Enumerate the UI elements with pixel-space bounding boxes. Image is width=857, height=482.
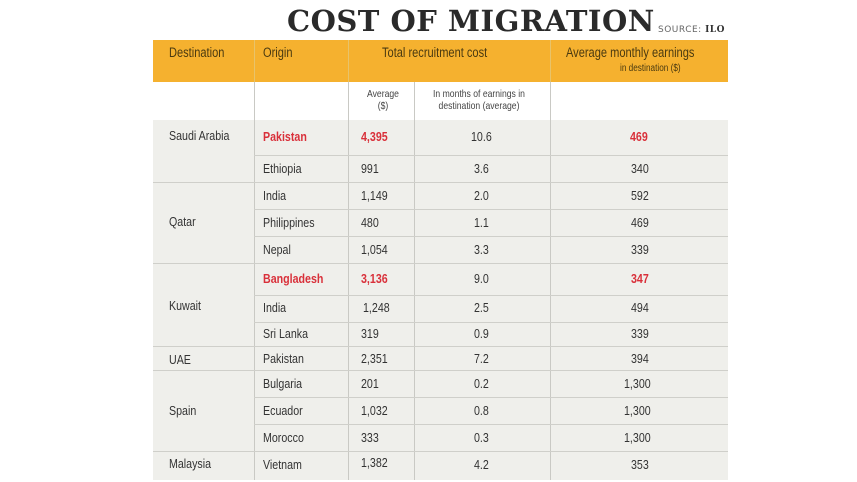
divider (254, 155, 728, 156)
destination-cell: Saudi Arabia (169, 128, 230, 143)
source-credit: SOURCE: ILO (658, 25, 725, 35)
origin-cell: Bulgaria (263, 376, 303, 391)
earnings-cell: 1,300 (624, 403, 651, 418)
average-cell: 991 (361, 161, 379, 176)
average-cell: 2,351 (361, 351, 388, 366)
months-cell: 2.5 (474, 300, 489, 315)
divider (254, 424, 728, 425)
average-cell: 1,382 (361, 455, 388, 470)
average-cell: 333 (361, 430, 379, 445)
earnings-cell: 494 (631, 300, 649, 315)
origin-cell: Morocco (263, 430, 304, 445)
destination-cell: Spain (169, 403, 197, 418)
average-cell: 319 (361, 326, 379, 341)
months-cell: 1.1 (474, 215, 489, 230)
destination-cell: Qatar (169, 214, 196, 229)
divider (254, 322, 728, 323)
origin-cell: Philippines (263, 215, 315, 230)
divider (153, 263, 728, 264)
divider (153, 346, 728, 347)
divider (153, 182, 728, 183)
earnings-cell: 1,300 (624, 430, 651, 445)
divider (254, 40, 255, 82)
source-label: SOURCE: (658, 25, 702, 35)
header-origin: Origin (263, 45, 293, 60)
divider (414, 82, 415, 480)
divider (254, 236, 728, 237)
divider (550, 82, 551, 480)
months-cell: 0.8 (474, 403, 489, 418)
origin-cell: India (263, 188, 287, 203)
months-cell: 9.0 (474, 271, 489, 286)
months-cell: 4.2 (474, 457, 489, 472)
header-total-cost: Total recruitment cost (382, 45, 488, 60)
table-header (153, 40, 728, 82)
months-cell: 10.6 (471, 129, 492, 144)
average-cell: 1,248 (363, 300, 390, 315)
origin-cell: Sri Lanka (263, 326, 309, 341)
page-title: COST OF MIGRATION (287, 4, 655, 38)
earnings-cell: 353 (631, 457, 649, 472)
average-cell: 4,395 (361, 129, 388, 144)
divider (153, 370, 728, 371)
earnings-cell: 347 (631, 271, 649, 286)
earnings-cell: 592 (631, 188, 649, 203)
earnings-cell: 469 (630, 129, 648, 144)
subheader-average: Average ($) (367, 88, 399, 112)
table-body (153, 120, 728, 480)
source-value: ILO (705, 25, 725, 35)
destination-cell: Malaysia (169, 456, 212, 471)
earnings-cell: 394 (631, 351, 649, 366)
header-earnings-sub: in destination ($) (620, 63, 681, 74)
average-cell: 3,136 (361, 271, 388, 286)
months-cell: 2.0 (474, 188, 489, 203)
origin-cell: India (263, 300, 287, 315)
months-cell: 3.3 (474, 242, 489, 257)
table-subheader (153, 82, 728, 120)
average-cell: 201 (361, 376, 379, 391)
origin-cell: Vietnam (263, 457, 302, 472)
origin-cell: Pakistan (263, 129, 307, 144)
divider (153, 451, 728, 452)
divider (254, 397, 728, 398)
average-cell: 1,032 (361, 403, 388, 418)
divider (348, 40, 349, 82)
divider (348, 82, 349, 480)
origin-cell: Bangladesh (263, 271, 324, 286)
earnings-cell: 469 (631, 215, 649, 230)
header-earnings: Average monthly earnings (566, 45, 695, 60)
earnings-cell: 339 (631, 326, 649, 341)
divider (254, 295, 728, 296)
origin-cell: Nepal (263, 242, 291, 257)
earnings-cell: 339 (631, 242, 649, 257)
months-cell: 3.6 (474, 161, 489, 176)
divider (550, 40, 551, 82)
earnings-cell: 340 (631, 161, 649, 176)
destination-cell: UAE (169, 352, 191, 367)
subheader-months: In months of earnings in destination (av… (433, 88, 525, 112)
origin-cell: Pakistan (263, 351, 304, 366)
origin-cell: Ecuador (263, 403, 303, 418)
average-cell: 480 (361, 215, 379, 230)
months-cell: 7.2 (474, 351, 489, 366)
divider (254, 209, 728, 210)
header-destination: Destination (169, 45, 225, 60)
origin-cell: Ethiopia (263, 161, 302, 176)
divider (254, 82, 255, 480)
average-cell: 1,149 (361, 188, 388, 203)
average-cell: 1,054 (361, 242, 388, 257)
months-cell: 0.3 (474, 430, 489, 445)
earnings-cell: 1,300 (624, 376, 651, 391)
destination-cell: Kuwait (169, 298, 202, 313)
months-cell: 0.2 (474, 376, 489, 391)
months-cell: 0.9 (474, 326, 489, 341)
